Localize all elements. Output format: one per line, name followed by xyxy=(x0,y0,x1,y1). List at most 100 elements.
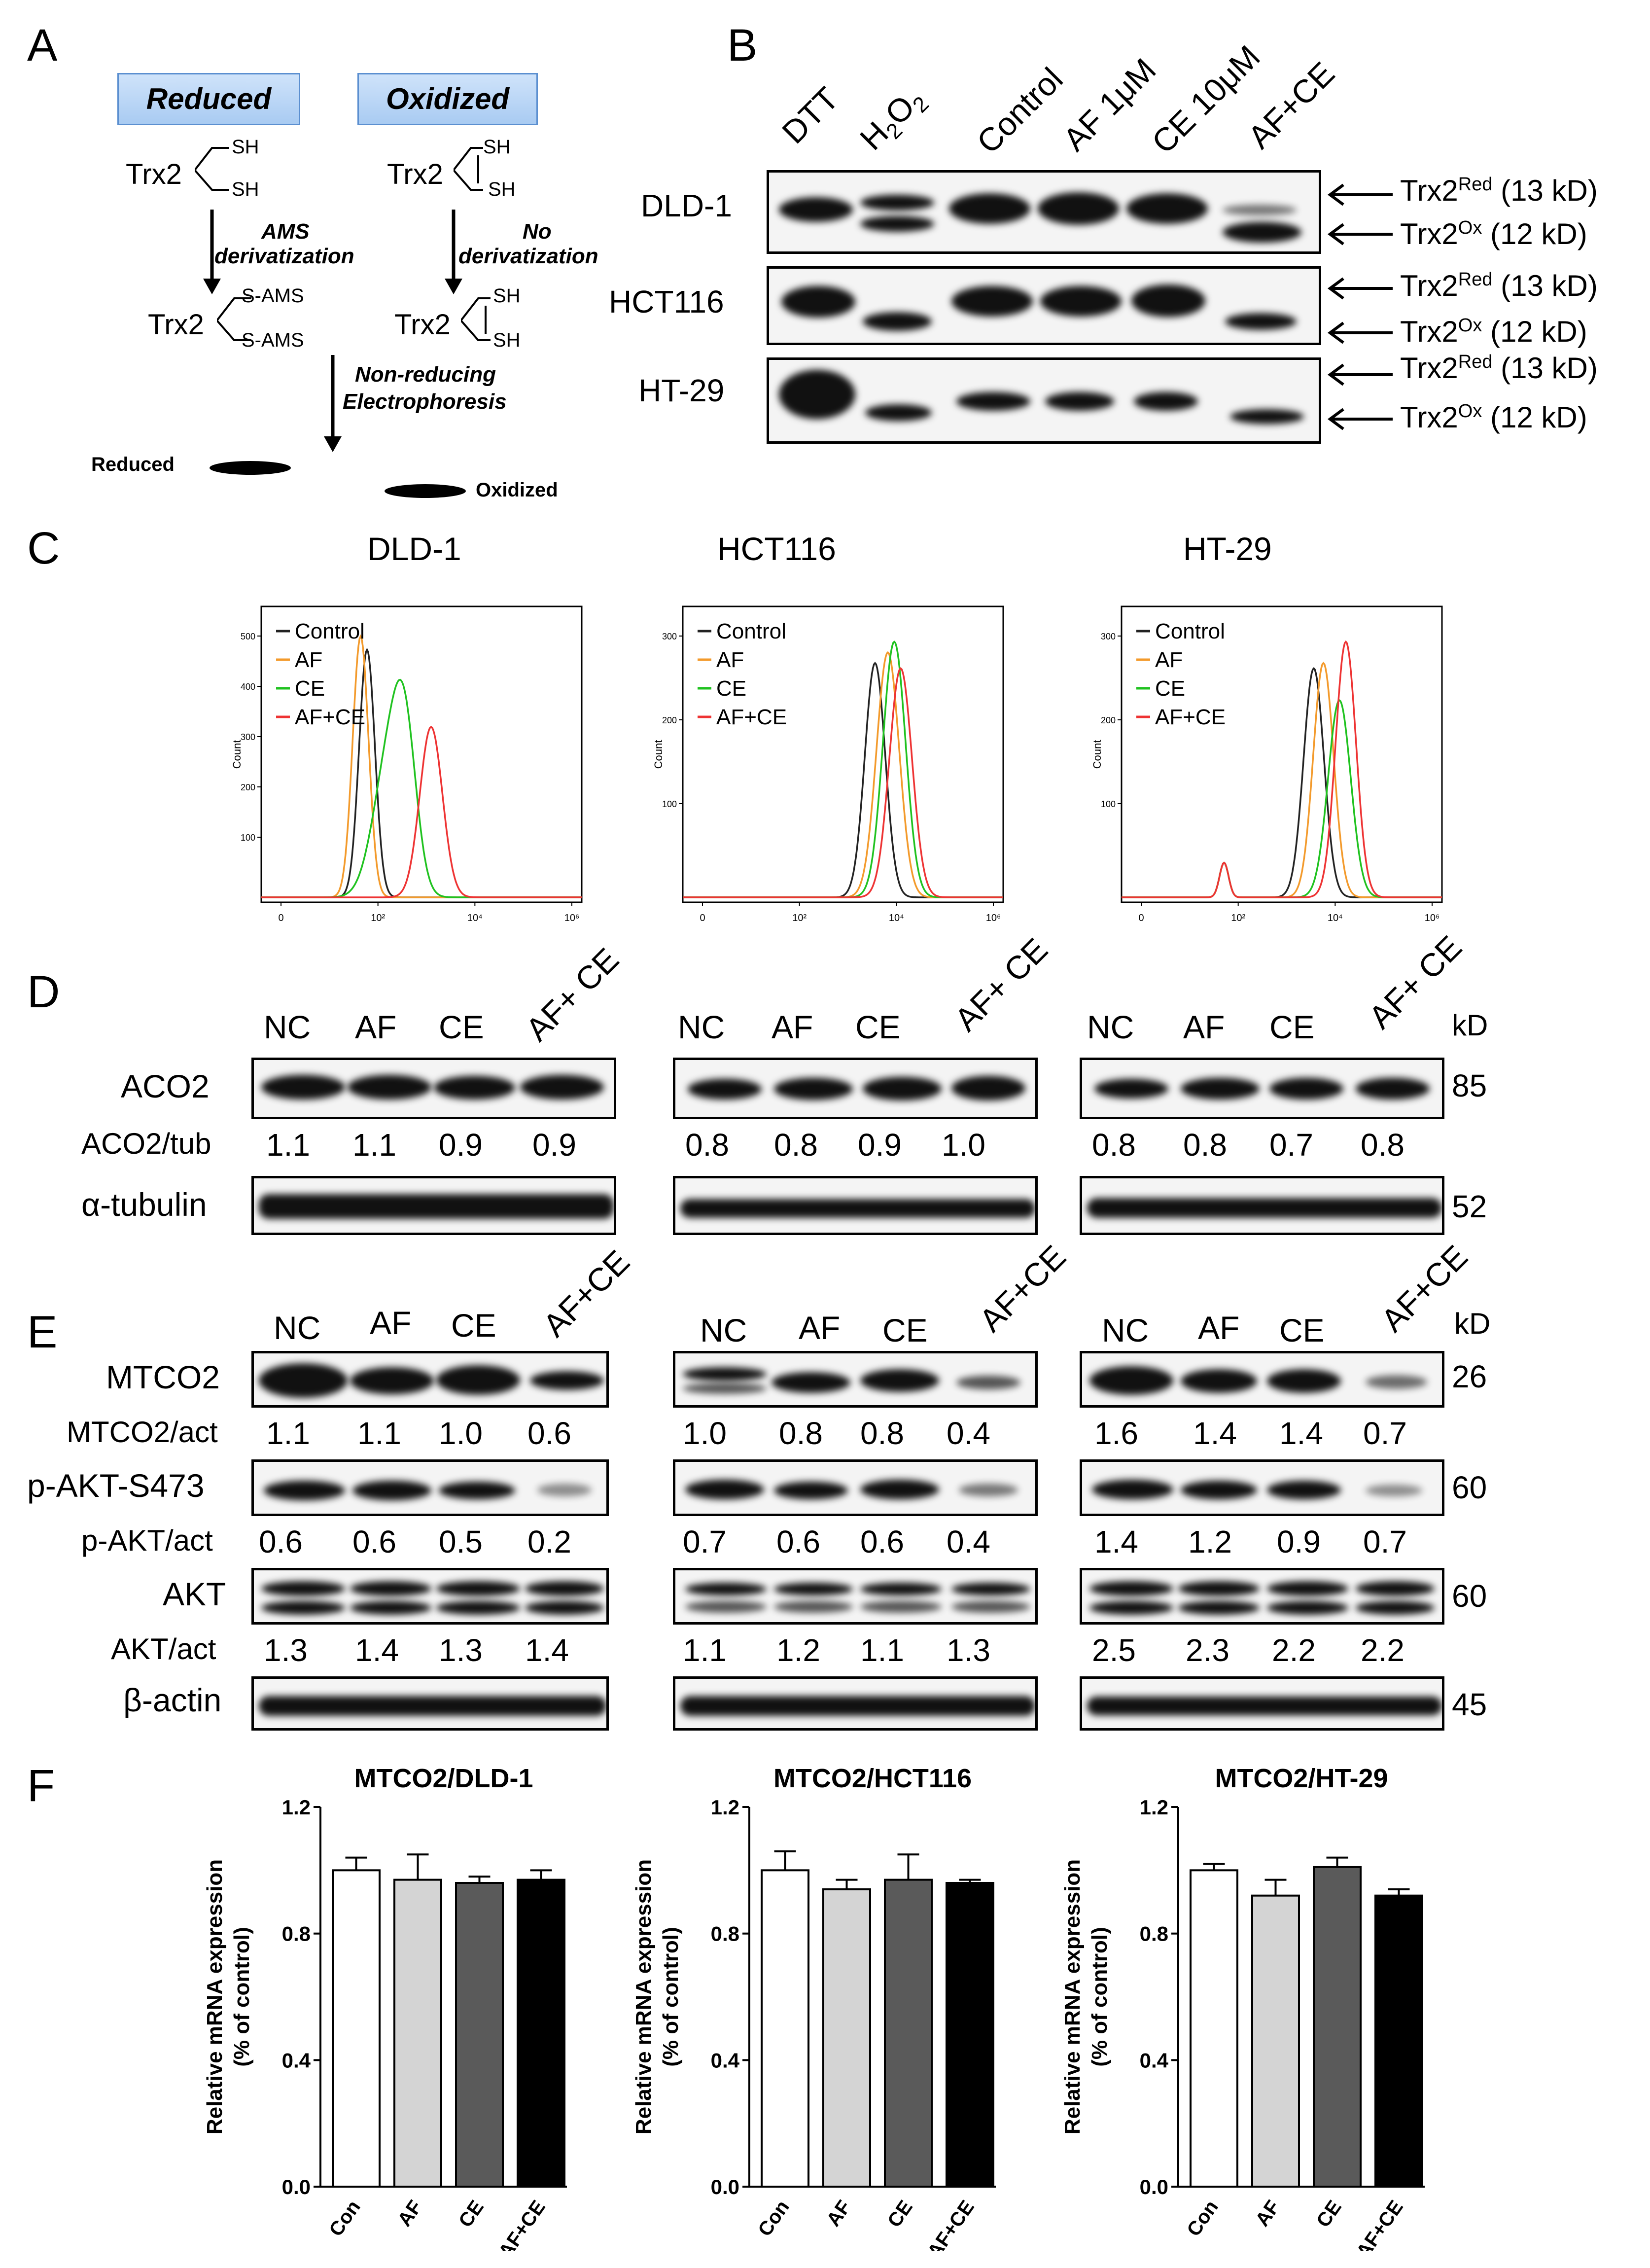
y-axis-label: (% of control) xyxy=(659,1927,683,2067)
bar-chart-hct116: MTCO2/HCT116 0.0 0.4 0.8 1.2 Relative mRNA ex… xyxy=(632,1764,996,2251)
axis-label-count: Count xyxy=(1092,740,1103,769)
row-mtco2-act: MTCO2/act xyxy=(67,1416,218,1449)
legend-label: CE xyxy=(295,676,325,701)
flow-histogram-hct116: Count 100 200 300 0 10² 10⁴ 10⁶ Control AF CE AF+CE xyxy=(653,605,1004,923)
ratio: 1.6 xyxy=(1094,1416,1138,1451)
y-axis-label: (% of control) xyxy=(230,1927,254,2067)
ams-step-line1: AMS xyxy=(261,219,310,244)
blot-e-pakt-ht29 xyxy=(1080,1459,1444,1516)
sh-bottom-reduced: SH xyxy=(232,178,259,200)
x-tick-label: 10⁴ xyxy=(1328,913,1343,923)
lane-d1-afce: AF+ CE xyxy=(518,941,626,1048)
ratio: 1.3 xyxy=(947,1632,990,1668)
x-tick-label: 0 xyxy=(700,913,705,923)
lane-e2-af: AF xyxy=(799,1310,841,1346)
lane-control: Control xyxy=(969,60,1070,161)
disulfide-bond xyxy=(461,297,491,341)
legend-label: Control xyxy=(716,619,786,643)
lane-e1-afce: AF+CE xyxy=(535,1243,637,1344)
y-axis-label: Relative mRNA expression xyxy=(632,1859,656,2134)
blot-b-hct116 xyxy=(767,266,1321,345)
plot-frame xyxy=(260,605,583,903)
mw-52: 52 xyxy=(1452,1189,1487,1224)
ratio: 1.4 xyxy=(1279,1416,1323,1451)
sh-top-oxidized: SH xyxy=(483,136,511,158)
chart-title: MTCO2/HT-29 xyxy=(1215,1764,1388,1793)
ratio: 0.9 xyxy=(1277,1524,1321,1559)
lane-e1-af: AF xyxy=(370,1305,412,1341)
blot-e-pakt-hct116 xyxy=(673,1459,1038,1516)
legend-label: AF xyxy=(295,648,322,672)
lane-dtt: DTT xyxy=(774,80,846,151)
ratio: 1.0 xyxy=(439,1416,483,1451)
reduced-box: Reduced xyxy=(117,73,300,125)
y-tick-label: 100 xyxy=(1101,799,1116,809)
no-step-line2: derivatization xyxy=(458,244,598,268)
x-tick-label: AF+CE xyxy=(1352,2197,1407,2251)
x-tick-label: 10² xyxy=(792,913,807,923)
ratio: 0.9 xyxy=(858,1127,902,1163)
x-tick-label: 10⁶ xyxy=(986,913,1001,923)
legend-label: AF xyxy=(1155,648,1183,672)
ratio: 0.2 xyxy=(527,1524,571,1559)
ratio: 1.1 xyxy=(683,1632,727,1668)
y-tick-label: 400 xyxy=(241,682,255,692)
y-tick-label: 300 xyxy=(662,632,677,641)
ratio: 0.8 xyxy=(860,1416,904,1451)
ratio: 2.3 xyxy=(1186,1632,1229,1668)
oxidized-box: Oxidized xyxy=(357,73,538,125)
arrow-down-icon xyxy=(445,210,462,294)
bar-con xyxy=(761,1869,809,2188)
lane-d1-af: AF xyxy=(355,1009,397,1045)
trx2-reduced: Trx2 xyxy=(126,158,182,190)
cell-hct116: HCT116 xyxy=(609,284,724,319)
bar-ce xyxy=(884,1878,933,2188)
bar-af-ce xyxy=(1374,1894,1423,2188)
ratio: 2.2 xyxy=(1361,1632,1404,1668)
ratio: 0.9 xyxy=(439,1127,483,1163)
panel-letter-d: D xyxy=(27,967,60,1017)
ams-step-line2: derivatization xyxy=(214,244,354,268)
lane-e1-ce: CE xyxy=(451,1307,496,1344)
reduced-band-label: Reduced xyxy=(91,454,175,475)
panel-letter-f: F xyxy=(27,1761,55,1811)
lane-d3-nc: NC xyxy=(1087,1009,1134,1045)
ams-bonds xyxy=(217,297,251,341)
legend-label: AF+CE xyxy=(295,705,365,729)
lane-d3-ce: CE xyxy=(1269,1009,1315,1045)
legend-label: AF+CE xyxy=(716,705,787,729)
flow-histogram-dld1: Count 100 200 300 400 500 0 10² 10⁴ 10⁶ Control AF C… xyxy=(232,605,583,923)
trx2-ox-label-3: Trx2Ox (12 kD) xyxy=(1400,401,1587,434)
blot-d-tubulin-ht29 xyxy=(1080,1176,1444,1235)
ratio: 2.2 xyxy=(1272,1632,1316,1668)
blot-e-akt-ht29 xyxy=(1080,1568,1444,1625)
ratio: 0.6 xyxy=(352,1524,396,1559)
kd-label-d: kD xyxy=(1452,1009,1488,1042)
ratio: 0.5 xyxy=(439,1524,483,1559)
panel-letter-c: C xyxy=(27,523,60,573)
lane-d1-ce: CE xyxy=(439,1009,484,1045)
trx2-ox-label-1: Trx2Ox (12 kD) xyxy=(1400,217,1587,250)
y-tick-label: 0.8 xyxy=(282,1922,311,1946)
kd-label-e: kD xyxy=(1454,1307,1491,1340)
x-tick-label: Con xyxy=(754,2197,794,2240)
arrow-left-icon xyxy=(1327,223,1393,246)
y-tick-label: 0.8 xyxy=(711,1922,739,1946)
blot-b-ht29 xyxy=(767,357,1321,444)
y-tick-label: 200 xyxy=(241,782,255,792)
blot-d-tubulin-hct116 xyxy=(673,1176,1038,1235)
bar-af-ce xyxy=(946,1882,994,2188)
sh-bottom-oxidized: SH xyxy=(488,178,516,200)
y-tick-label: 1.2 xyxy=(282,1796,311,1819)
trx2-underivatized: Trx2 xyxy=(394,309,451,341)
ratio: 0.6 xyxy=(776,1524,820,1559)
blot-e-actin-hct116 xyxy=(673,1676,1038,1731)
lane-e3-af: AF xyxy=(1198,1310,1240,1346)
arrow-left-icon xyxy=(1327,363,1393,386)
cell-ht29: HT-29 xyxy=(638,373,725,408)
bar-af-ce xyxy=(517,1878,565,2188)
x-tick-label: AF xyxy=(1251,2197,1284,2231)
x-tick-label: CE xyxy=(455,2197,488,2232)
y-axis-label: Relative mRNA expression xyxy=(203,1859,227,2134)
bar-af xyxy=(1251,1894,1300,2188)
